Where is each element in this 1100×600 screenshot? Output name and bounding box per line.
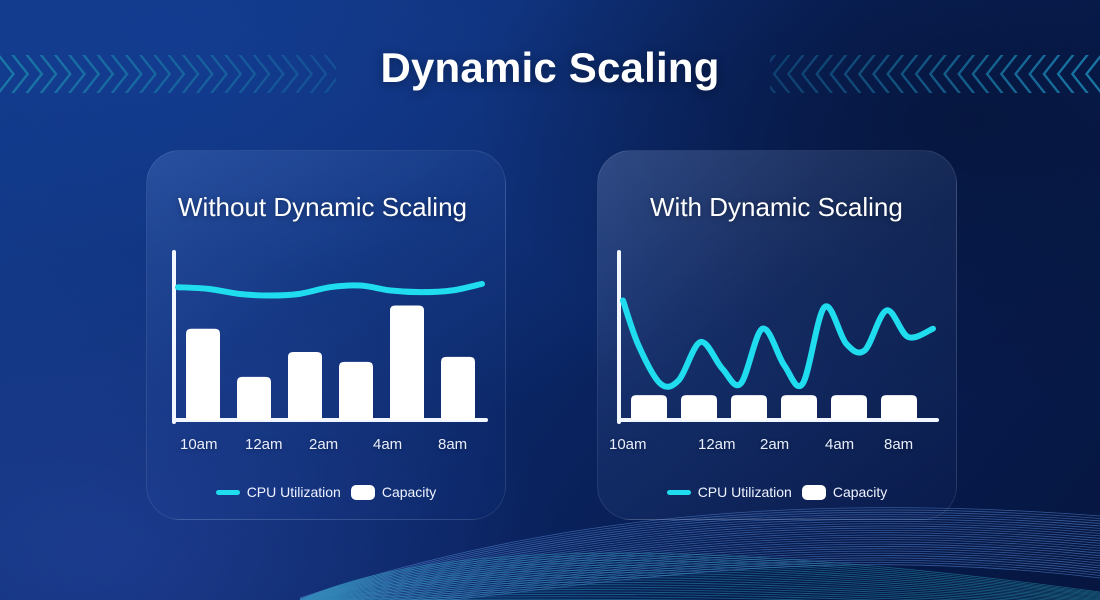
capacity-bars <box>631 395 917 420</box>
x-label: 10am <box>180 436 218 453</box>
capacity-bar <box>781 395 817 420</box>
card-surface <box>597 150 957 520</box>
capacity-bar <box>237 376 271 420</box>
x-axis-labels-without: 10am 12am 2am 4am 8am <box>146 436 506 462</box>
capacity-bar <box>441 356 475 420</box>
capacity-bar <box>288 351 322 420</box>
capacity-bars <box>186 305 475 420</box>
cpu-utilization-line <box>175 280 485 299</box>
x-label: 4am <box>373 436 403 453</box>
capacity-bar <box>339 361 373 420</box>
chart-without-dynamic-scaling <box>146 246 506 436</box>
card-title-with: With Dynamic Scaling <box>650 192 903 222</box>
line-swatch-icon <box>215 489 240 495</box>
legend-item-cpu-utilization: CPU Utilization <box>215 484 341 500</box>
capacity-bar <box>731 395 767 420</box>
x-label: 8am <box>884 436 914 453</box>
card-title-without: Without Dynamic Scaling <box>178 192 467 222</box>
legend-with: CPU Utilization Capacity <box>597 480 957 504</box>
capacity-bar <box>390 305 424 420</box>
x-axis-labels-with: 10am 12am 2am 4am 8am <box>597 436 957 462</box>
box-swatch-icon <box>350 484 375 500</box>
card-with-dynamic-scaling: With Dynamic Scaling 10am 12am 2am 4am 8… <box>597 150 957 520</box>
x-label: 12am <box>698 436 736 453</box>
legend-item-capacity: Capacity <box>801 484 888 500</box>
legend-label: CPU Utilization <box>697 484 792 500</box>
capacity-bar <box>681 395 717 420</box>
cpu-utilization-line <box>620 297 936 390</box>
x-label: 8am <box>438 436 468 453</box>
capacity-bar <box>881 395 917 420</box>
page-title: Dynamic Scaling <box>380 44 720 91</box>
legend-label: Capacity <box>381 484 437 500</box>
box-swatch-icon <box>801 484 826 500</box>
legend-without: CPU Utilization Capacity <box>146 480 506 504</box>
x-label: 2am <box>760 436 790 453</box>
legend-label: CPU Utilization <box>246 484 341 500</box>
card-without-dynamic-scaling: Without Dynamic Scaling 10am 12am 2am 4a… <box>146 150 506 520</box>
x-label: 4am <box>825 436 855 453</box>
line-swatch-icon <box>666 489 691 495</box>
legend-item-cpu-utilization: CPU Utilization <box>666 484 792 500</box>
capacity-bar <box>831 395 867 420</box>
x-label: 12am <box>245 436 283 453</box>
x-label: 10am <box>609 436 647 453</box>
legend-label: Capacity <box>832 484 888 500</box>
capacity-bar <box>186 328 220 420</box>
chart-with-dynamic-scaling <box>597 246 957 436</box>
legend-item-capacity: Capacity <box>350 484 437 500</box>
x-label: 2am <box>309 436 339 453</box>
capacity-bar <box>631 395 667 420</box>
